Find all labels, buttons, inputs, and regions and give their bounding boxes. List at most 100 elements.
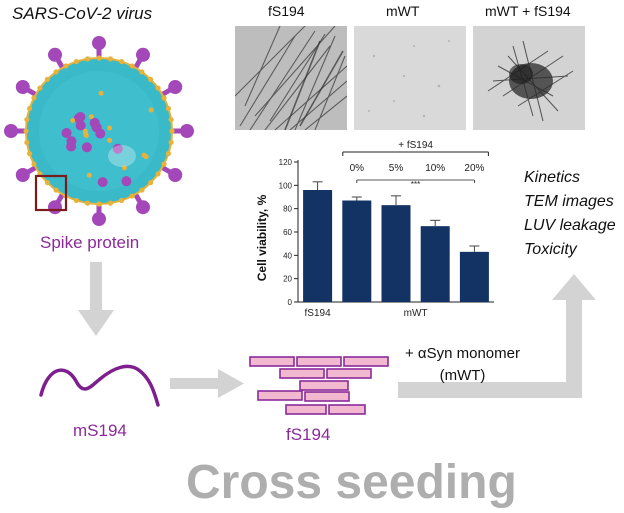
surface-dot: [86, 172, 92, 178]
surface-spike: [75, 111, 86, 122]
spike-head: [92, 36, 106, 50]
assay-kinetics: Kinetics: [524, 169, 581, 186]
spike-head: [48, 47, 62, 62]
surface-spike: [95, 128, 106, 139]
surface-protein-dot: [26, 105, 33, 112]
surface-spike: [81, 142, 92, 153]
bar: [420, 226, 450, 302]
bar: [381, 205, 411, 302]
virus-title: SARS-CoV-2 virus: [12, 4, 153, 23]
surface-protein-dot: [148, 180, 154, 186]
surface-protein-dot: [107, 56, 114, 62]
surface-protein-dot: [73, 197, 80, 204]
surface-dot: [88, 114, 94, 120]
surface-protein-dot: [168, 116, 174, 123]
surface-protein-dot: [31, 95, 37, 101]
down-arrow: [78, 262, 114, 336]
surface-protein-dot: [96, 201, 102, 207]
spike-highlight-box: [34, 174, 68, 212]
group-label: mWT: [404, 308, 428, 319]
surface-dot: [83, 131, 89, 137]
surface-protein-dot: [84, 56, 91, 62]
surface-dot: [122, 165, 128, 171]
surface-protein-dot: [31, 161, 37, 167]
tem-label-mwt: mWT: [386, 3, 420, 19]
surface-protein-dot: [53, 187, 59, 193]
group-label: fS194: [305, 308, 332, 319]
y-tick-label: 20: [283, 275, 292, 284]
spike-head: [92, 212, 106, 226]
surface-spike: [112, 143, 123, 154]
surface-spike: [66, 141, 77, 152]
surface-dot: [98, 90, 104, 96]
cross-seeding-title: Cross seeding: [186, 456, 517, 509]
surface-protein-dot: [139, 69, 145, 75]
surface-dot: [107, 125, 113, 131]
surface-protein-dot: [44, 180, 50, 186]
surface-dot: [148, 107, 154, 113]
surface-protein-dot: [155, 171, 161, 177]
surface-protein-dot: [26, 150, 33, 157]
tem-label-fs194: fS194: [268, 3, 305, 19]
y-axis-label: Cell viability, %: [255, 194, 269, 281]
assay-tem-images: TEM images: [524, 193, 614, 210]
surface-protein-dot: [24, 116, 30, 123]
surface-protein-dot: [73, 58, 80, 65]
surface-protein-dot: [96, 55, 102, 61]
y-tick-label: 60: [283, 228, 292, 237]
surface-protein-dot: [118, 197, 125, 204]
surface-spike: [61, 127, 72, 138]
bar: [303, 190, 333, 302]
surface-protein-dot: [118, 58, 125, 65]
tem-image-mwt-fs194: [473, 26, 585, 130]
surface-protein-dot: [168, 139, 174, 146]
significance-label: ***: [411, 180, 420, 189]
y-tick-label: 0: [288, 298, 293, 307]
ms194-label: mS194: [73, 421, 127, 440]
surface-protein-dot: [129, 63, 135, 69]
spike-head: [168, 80, 183, 94]
surface-protein-dot: [165, 105, 172, 112]
fs194-label: fS194: [286, 425, 331, 444]
assay-luv-leakage: LUV leakage: [524, 217, 616, 234]
bracket-label: + fS194: [398, 140, 433, 151]
monomer-line-2: (mWT): [439, 367, 486, 384]
spike-head: [136, 47, 150, 62]
percent-label: 0%: [350, 163, 365, 174]
surface-protein-dot: [63, 63, 69, 69]
alpha-syn-monomer-label: + αSyn monomer (mWT): [405, 343, 520, 387]
tem-image-mwt: [354, 26, 466, 130]
percent-label: 10%: [425, 163, 445, 174]
tem-label-mwt-fs194: mWT + fS194: [485, 3, 571, 19]
surface-spike: [89, 117, 100, 128]
surface-dot: [107, 137, 113, 143]
monomer-squiggle: [39, 364, 160, 407]
surface-dot: [143, 154, 149, 160]
virus-illustration: [4, 36, 194, 226]
bar: [342, 200, 372, 302]
spike-protein-label: Spike protein: [40, 233, 140, 252]
surface-protein-dot: [84, 200, 91, 206]
fibril-stack: [249, 356, 389, 415]
y-tick-label: 120: [279, 158, 293, 167]
assay-toxicity: Toxicity: [524, 241, 577, 258]
cell-viability-chart: Cell viability, % 0 20 40 60 80 100 120 + fS194…: [255, 140, 494, 319]
surface-protein-dot: [24, 139, 30, 146]
spike-head: [4, 124, 18, 138]
surface-protein-dot: [155, 85, 161, 91]
surface-protein-dot: [129, 193, 135, 199]
surface-protein-dot: [139, 187, 145, 193]
spike-head: [48, 200, 62, 215]
y-tick-label: 100: [279, 181, 293, 190]
y-tick-label: 40: [283, 251, 292, 260]
surface-spike: [97, 177, 108, 188]
spike-head: [180, 124, 194, 138]
spike-head: [15, 80, 30, 94]
right-arrow: [170, 369, 244, 398]
surface-protein-dot: [169, 128, 175, 134]
surface-protein-dot: [161, 95, 167, 101]
surface-dot: [70, 118, 76, 124]
surface-protein-dot: [44, 76, 50, 82]
percent-label: 5%: [389, 163, 404, 174]
bar: [459, 251, 489, 302]
